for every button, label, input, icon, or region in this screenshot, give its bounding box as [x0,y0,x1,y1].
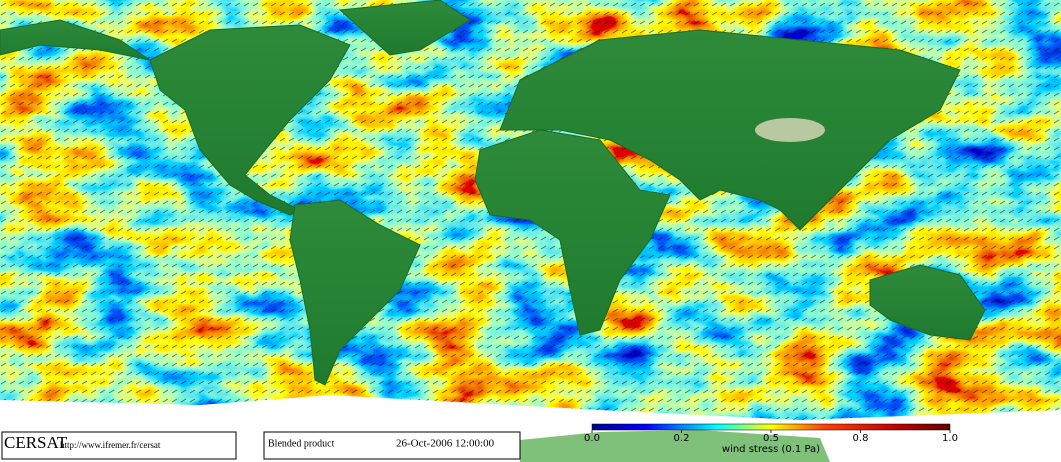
product: Blended product [268,438,335,449]
colorbar-title: wind stress (0.1 Pa) [722,444,820,455]
colorbar-tick-label: 0.8 [853,433,869,444]
plateau [755,118,825,142]
date: 26-Oct-2006 12:00:00 [396,438,495,450]
logo: CERSAT [4,433,68,452]
colorbar-tick-label: 1.0 [942,433,958,444]
colorbar [591,423,951,431]
antarctica-land [520,430,830,462]
product-box [263,431,521,460]
continents [0,0,986,386]
colorbar-tick-label: 0.5 [763,433,779,444]
colorbar-tick-label: 0.0 [584,433,600,444]
url: http://www.ifremer.fr/cersat [60,440,161,450]
logo-box [1,431,237,460]
colorbar-tick-label: 0.2 [674,433,690,444]
